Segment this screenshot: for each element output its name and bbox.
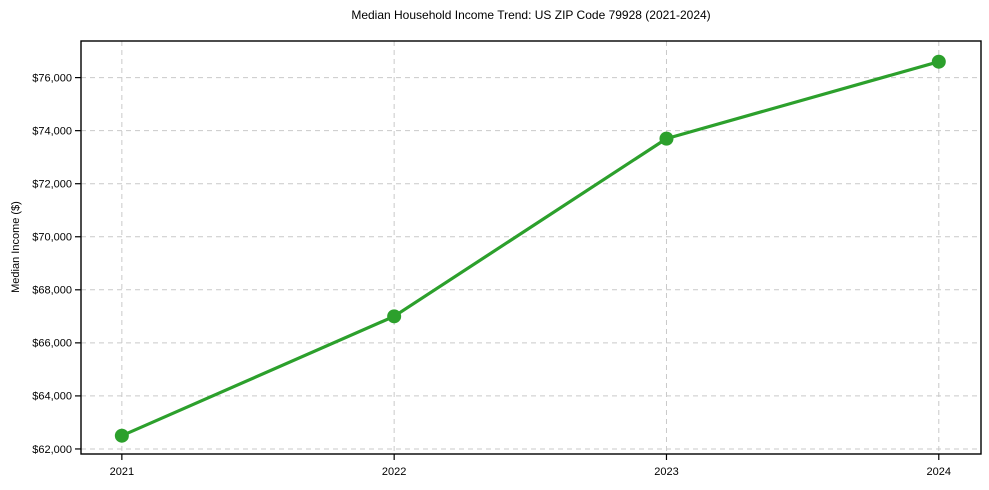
x-tick-label: 2021: [110, 466, 134, 478]
x-tick-label: 2024: [927, 466, 951, 478]
chart-title: Median Household Income Trend: US ZIP Co…: [351, 8, 711, 22]
y-tick-label: $64,000: [32, 391, 72, 403]
y-tick-label: $70,000: [32, 232, 72, 244]
data-point: [387, 309, 402, 324]
y-tick-label: $72,000: [32, 179, 72, 191]
data-point: [114, 428, 129, 443]
x-tick-label: 2023: [654, 466, 678, 478]
y-tick-label: $66,000: [32, 338, 72, 350]
y-tick-label: $68,000: [32, 285, 72, 297]
y-tick-label: $76,000: [32, 72, 72, 84]
y-tick-label: $74,000: [32, 125, 72, 137]
trend-line: [120, 60, 941, 438]
x-tick-label: 2022: [382, 466, 406, 478]
data-point: [659, 131, 674, 146]
data-point: [931, 54, 946, 69]
y-tick-label: $62,000: [32, 444, 72, 456]
plot-border: [80, 40, 982, 455]
